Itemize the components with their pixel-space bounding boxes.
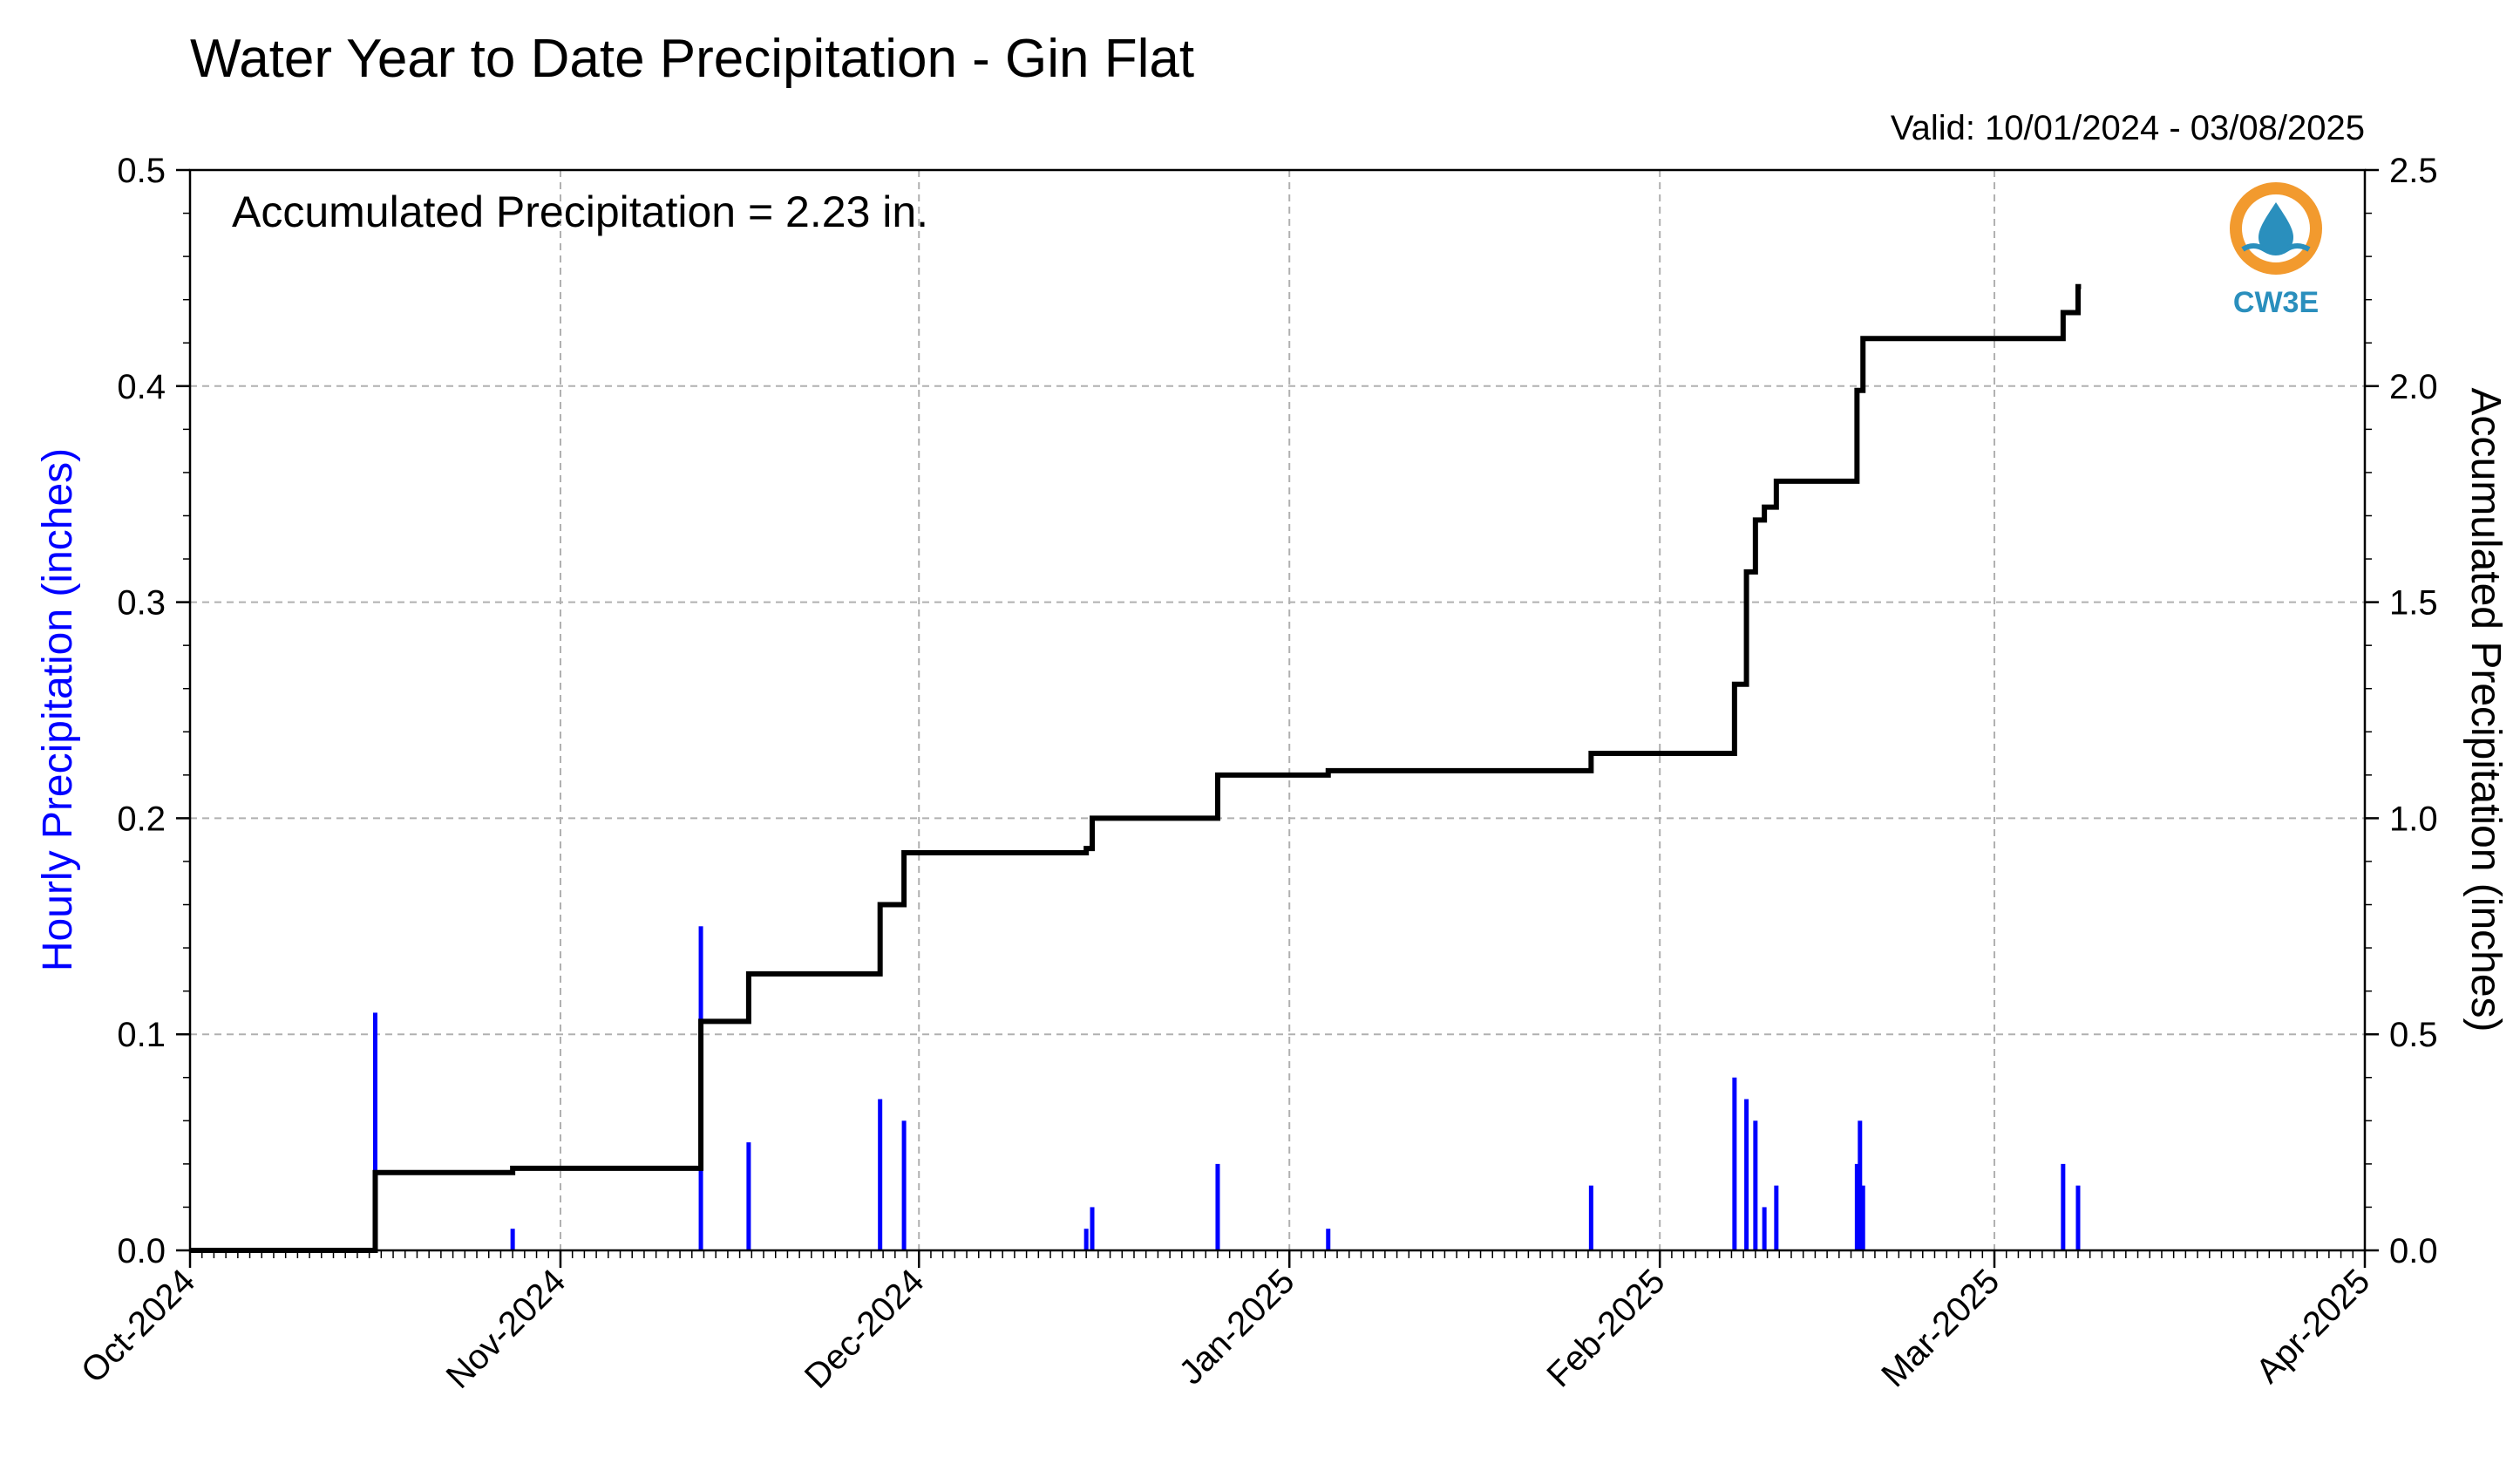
precip-bar	[510, 1229, 515, 1250]
accumulated-annotation: Accumulated Precipitation = 2.23 in.	[232, 187, 928, 236]
precip-bar	[1774, 1185, 1779, 1250]
precip-bar	[1854, 1163, 1859, 1250]
precip-bar	[1744, 1099, 1749, 1250]
right-y-axis: 0.0 0.5 1.0 1.5 2.0 2.5	[2365, 152, 2438, 1270]
precip-bar	[1732, 1077, 1737, 1250]
precip-bar	[1215, 1163, 1220, 1250]
precip-bar	[2075, 1185, 2081, 1250]
precip-bar	[1083, 1229, 1089, 1250]
y-right-tick-label: 1.5	[2389, 584, 2438, 623]
precip-bar	[901, 1120, 907, 1250]
grid-lines	[190, 170, 2365, 1250]
precip-bar	[1090, 1207, 1095, 1250]
precip-bar	[1753, 1120, 1758, 1250]
left-axis-label: Hourly Precipitation (inches)	[35, 448, 81, 971]
y-left-tick-label: 0.0	[117, 1232, 166, 1270]
precip-bar	[878, 1099, 883, 1250]
logo-wave-icon	[2241, 243, 2311, 255]
y-right-tick-label: 2.0	[2389, 368, 2438, 406]
y-left-tick-label: 0.5	[117, 152, 166, 190]
y-left-tick-label: 0.3	[117, 584, 166, 623]
accumulated-precip-line	[190, 283, 2082, 1253]
chart-title: Water Year to Date Precipitation - Gin F…	[190, 29, 1194, 89]
precip-bar	[1762, 1207, 1767, 1250]
left-y-axis: 0.0 0.1 0.2 0.3 0.4 0.5	[117, 152, 190, 1270]
y-left-tick-label: 0.1	[117, 1016, 166, 1054]
valid-range-label: Valid: 10/01/2024 - 03/08/2025	[1891, 109, 2365, 147]
y-right-tick-label: 0.0	[2389, 1232, 2438, 1270]
y-right-tick-label: 1.0	[2389, 800, 2438, 838]
precip-bar	[372, 1012, 377, 1250]
precip-bar	[2061, 1163, 2066, 1250]
hourly-precip-bars	[372, 926, 2081, 1250]
precip-bar	[1588, 1185, 1593, 1250]
cw3e-logo: CW3E	[2230, 182, 2322, 319]
right-axis-label: Accumulated Precipitation (inches)	[2462, 387, 2509, 1032]
logo-text: CW3E	[2233, 286, 2319, 319]
precip-bar	[1858, 1120, 1863, 1250]
y-left-tick-label: 0.2	[117, 800, 166, 838]
precip-bar	[746, 1142, 751, 1250]
y-left-tick-label: 0.4	[117, 368, 166, 406]
y-right-tick-label: 2.5	[2389, 152, 2438, 190]
y-right-tick-label: 0.5	[2389, 1016, 2438, 1054]
precip-bar	[1326, 1229, 1331, 1250]
logo-drop-icon	[2258, 202, 2293, 255]
precip-bar	[1860, 1185, 1865, 1250]
